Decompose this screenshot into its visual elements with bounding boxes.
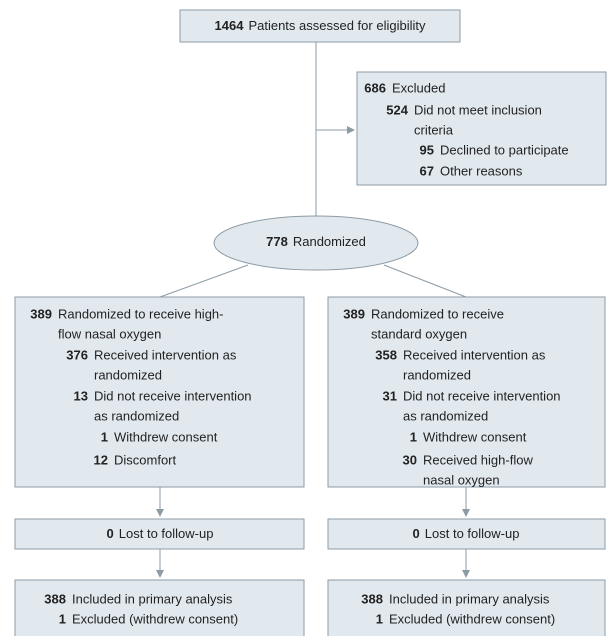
number: 13	[74, 388, 88, 403]
label: Randomized	[293, 234, 366, 249]
label: Randomized to receive high-	[58, 306, 223, 321]
label: Withdrew consent	[423, 429, 527, 444]
number: 1	[59, 611, 66, 626]
number: 686	[364, 80, 386, 95]
number: 778	[266, 234, 288, 249]
excluded-box	[356, 71, 607, 186]
connector	[383, 264, 467, 298]
label: flow nasal oxygen	[58, 326, 161, 341]
number: 1	[376, 611, 383, 626]
number: 0	[107, 526, 114, 541]
number: 1	[410, 429, 417, 444]
number: 389	[343, 306, 365, 321]
label: randomized	[403, 367, 471, 382]
analysis-box	[327, 579, 606, 636]
number: 388	[44, 591, 66, 606]
label: Patients assessed for eligibility	[248, 18, 426, 33]
label: Lost to follow-up	[119, 526, 214, 541]
label: Discomfort	[114, 452, 177, 467]
analysis-box	[14, 579, 305, 636]
label: standard oxygen	[371, 326, 467, 341]
number: 389	[30, 306, 52, 321]
text-line: 778 Randomized	[266, 234, 366, 249]
label: Received high-flow	[423, 452, 533, 467]
connector	[159, 264, 249, 298]
label: Randomized to receive	[371, 306, 504, 321]
number: 1464	[215, 18, 245, 33]
number: 31	[383, 388, 397, 403]
text-line: 0 Lost to follow-up	[107, 526, 214, 541]
arm-box	[14, 296, 305, 488]
arm-box	[327, 296, 606, 488]
number: 12	[94, 452, 108, 467]
label: Excluded (withdrew consent)	[389, 611, 555, 626]
label: nasal oxygen	[423, 472, 500, 487]
label: criteria	[414, 122, 454, 137]
label: as randomized	[94, 408, 179, 423]
label: Received intervention as	[403, 347, 546, 362]
number: 376	[66, 347, 88, 362]
follow-up-box	[327, 518, 606, 550]
label: Included in primary analysis	[72, 591, 233, 606]
label: Excluded (withdrew consent)	[72, 611, 238, 626]
label: Other reasons	[440, 163, 523, 178]
label: Declined to participate	[440, 142, 569, 157]
label: Included in primary analysis	[389, 591, 550, 606]
text-line: 1464 Patients assessed for eligibility	[215, 18, 426, 33]
number: 30	[403, 452, 417, 467]
label: Did not meet inclusion	[414, 102, 542, 117]
follow-up-box	[14, 518, 305, 550]
label: Did not receive intervention	[403, 388, 561, 403]
label: Did not receive intervention	[94, 388, 252, 403]
label: Received intervention as	[94, 347, 237, 362]
number: 0	[413, 526, 420, 541]
label: Withdrew consent	[114, 429, 218, 444]
randomized-ellipse	[213, 215, 419, 271]
label: Lost to follow-up	[425, 526, 520, 541]
number: 95	[420, 142, 434, 157]
text-line: 0 Lost to follow-up	[413, 526, 520, 541]
number: 524	[386, 102, 408, 117]
number: 67	[420, 163, 434, 178]
label: as randomized	[403, 408, 488, 423]
number: 358	[375, 347, 397, 362]
label: randomized	[94, 367, 162, 382]
number: 1	[101, 429, 108, 444]
number: 388	[361, 591, 383, 606]
label: Excluded	[392, 80, 445, 95]
screening-box	[179, 9, 461, 43]
